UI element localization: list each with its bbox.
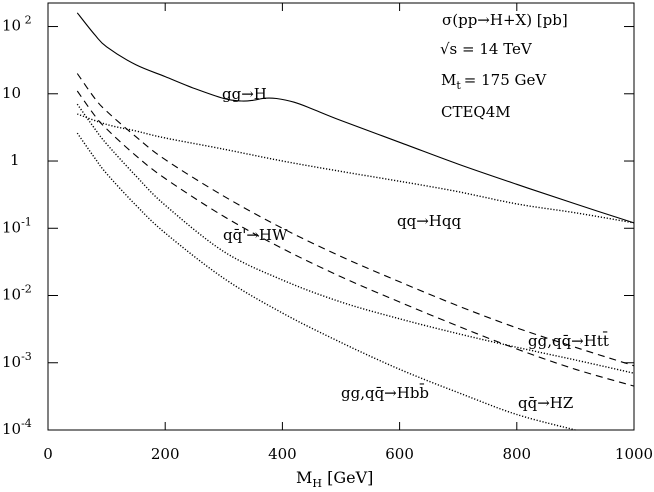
y-tick-exponent: 2: [21, 14, 32, 27]
y-tick-exponent: -4: [21, 417, 32, 430]
y-tick-base: 10: [2, 420, 21, 438]
info-top-mass-sub: t: [456, 79, 461, 92]
y-tick-base: 10: [2, 286, 21, 304]
series-line-0: [76, 12, 635, 224]
plot-frame: [47, 2, 635, 431]
y-tick-exponent: -3: [21, 350, 32, 363]
info-top-mass: Mt = 175 GeV: [441, 71, 547, 92]
y-tick-exponent: -2: [21, 283, 32, 296]
x-tick-label: 0: [43, 445, 53, 463]
label-HW: qq̄'→HW: [223, 226, 288, 244]
x-tick-label: 1000: [615, 445, 653, 463]
x-tick-label: 800: [502, 445, 531, 463]
label-Htt: gg,qq̄→Htt̄: [528, 332, 609, 350]
x-tick-label: 600: [385, 445, 414, 463]
x-axis-label: MH [GeV]: [296, 468, 373, 490]
series-line-5: [76, 132, 576, 431]
info-pdf: CTEQ4M: [441, 103, 511, 121]
info-process: σ(pp→H+X) [pb]: [442, 11, 568, 29]
y-tick-base: 10: [2, 84, 21, 102]
series-line-4: [76, 103, 635, 374]
x-axis-label-sub: H: [312, 477, 322, 490]
label-HZ: qq̄→HZ: [518, 394, 573, 412]
y-tick-base: 10: [2, 218, 21, 236]
series-line-1: [77, 113, 635, 224]
y-tick-base: 1: [10, 151, 20, 169]
y-tick-label: 1: [10, 151, 20, 169]
info-top-mass-symbol: M: [441, 71, 456, 89]
curve-labels: gg→H qq→Hqq qq̄'→HW gg,qq̄→Htt̄ gg,qq̄→H…: [222, 85, 609, 412]
label-gg-H: gg→H: [222, 85, 267, 103]
x-tick-label: 200: [151, 445, 180, 463]
info-box: σ(pp→H+X) [pb] √s = 14 TeV Mt = 175 GeV C…: [440, 11, 568, 121]
series-line-2: [76, 73, 635, 367]
y-tick-label: 10: [2, 84, 21, 102]
y-tick-base: 10: [2, 353, 21, 371]
y-tick-label: 10-3: [2, 350, 32, 371]
y-tick-label: 10 2: [2, 14, 32, 35]
info-top-mass-value: = 175 GeV: [464, 71, 548, 89]
y-tick-label: 10-1: [2, 215, 32, 236]
label-Hbb: gg,qq̄→Hbb̄: [341, 384, 429, 402]
x-axis-label-main: M: [296, 468, 312, 487]
x-axis-label-unit: [GeV]: [322, 468, 373, 487]
x-axis-ticks: 0 200 400 600 800 1000: [43, 3, 653, 463]
y-tick-exponent: -1: [21, 215, 32, 228]
info-energy: √s = 14 TeV: [440, 40, 533, 58]
y-tick-label: 10-2: [2, 283, 32, 304]
y-tick-label: 10-4: [2, 417, 32, 438]
series-line-3: [76, 90, 635, 387]
series-curves: [76, 12, 635, 431]
label-qq-Hqq: qq→Hqq: [397, 212, 461, 230]
y-tick-base: 10: [2, 17, 21, 35]
x-tick-label: 400: [268, 445, 297, 463]
